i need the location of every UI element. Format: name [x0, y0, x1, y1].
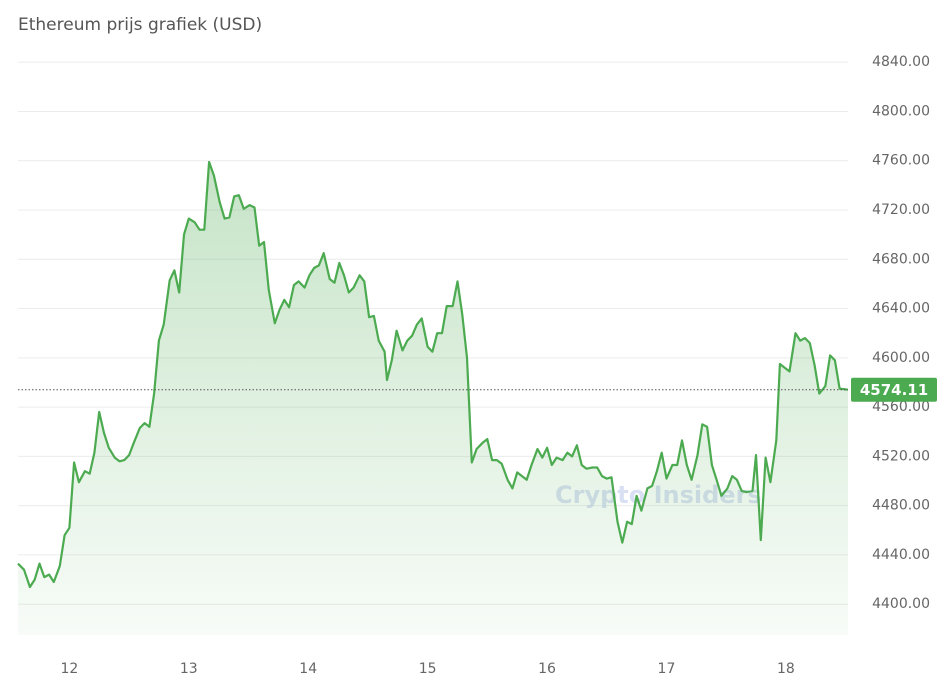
y-tick-label: 4520.00 — [872, 448, 930, 464]
x-tick-label: 15 — [419, 661, 437, 677]
x-tick-label: 12 — [60, 661, 78, 677]
y-tick-label: 4600.00 — [872, 350, 930, 366]
y-tick-label: 4640.00 — [872, 301, 930, 317]
x-tick-label: 16 — [538, 661, 556, 677]
line — [17, 160, 849, 589]
chart-title: Ethereum prijs grafiek (USD) — [18, 15, 262, 35]
y-tick-label: 4760.00 — [872, 153, 930, 169]
current-price-label: 4574.11 — [860, 381, 928, 399]
y-tick-label: 4480.00 — [872, 498, 930, 514]
area — [18, 162, 848, 635]
x-tick-label: 13 — [180, 661, 198, 677]
current-price-box — [851, 377, 937, 402]
x-tick-label: 14 — [299, 661, 317, 677]
y-tick-label: 4720.00 — [872, 202, 930, 218]
y-tick-label: 4800.00 — [872, 103, 930, 119]
x-tick-label: 17 — [658, 661, 676, 677]
y-tick-label: 4400.00 — [872, 596, 930, 612]
y-tick-label: 4680.00 — [872, 251, 930, 267]
x-tick-label: 18 — [777, 661, 795, 677]
y-tick-label: 4440.00 — [872, 547, 930, 563]
y-tick-label: 4840.00 — [872, 54, 930, 70]
y-tick-label: 4560.00 — [872, 399, 930, 415]
